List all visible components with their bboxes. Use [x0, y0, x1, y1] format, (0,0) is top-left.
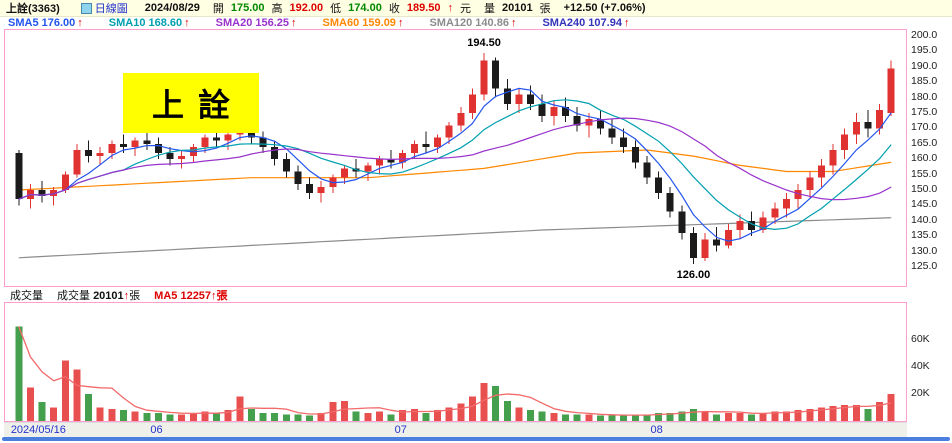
up-arrow-icon: ↑: [291, 17, 297, 29]
up-arrow-icon: ↑: [77, 17, 83, 29]
price-unit-label: 元: [459, 3, 471, 15]
up-arrow-icon: ↑: [184, 17, 190, 29]
price-tick-label: 185.0: [911, 75, 938, 88]
change-text: +12.50 (+7.06%): [563, 2, 646, 14]
sma10-line: [18, 99, 892, 231]
volume-bars: [15, 326, 895, 421]
volume-tick-label: 60K: [911, 333, 930, 345]
volume-tick-label: 40K: [911, 360, 930, 372]
candlestick-svg: 194.50 126.00: [15, 37, 895, 281]
chart-type-icon: [80, 2, 92, 14]
up-arrow-icon: ↑: [123, 289, 130, 302]
price-tick-label: 155.0: [911, 167, 938, 180]
low-value: 174.00: [348, 2, 382, 14]
price-tick-label: 200.0: [911, 29, 938, 41]
x-tick-label: 2024/05/16: [10, 424, 66, 436]
volume-tick-label: 20K: [911, 387, 930, 399]
low-label: 低: [330, 3, 342, 15]
sma10-legend: SMA10 168.60 ↑: [108, 17, 190, 29]
volume-header: 成交量 成交量 20101↑張 MA5 12257↑張: [10, 287, 228, 303]
price-chart-panel[interactable]: 194.50 126.00 上詮: [4, 29, 907, 287]
sma240-legend: SMA240 107.94 ↑: [542, 17, 630, 29]
volume-ma5-label: MA5 12257↑張: [154, 289, 228, 302]
short-sma-lines: [18, 87, 892, 242]
price-tick-label: 130.0: [911, 244, 938, 257]
price-tick-label: 145.0: [911, 198, 938, 211]
volume-value: 20101: [501, 2, 533, 14]
open-value: 175.00: [230, 2, 265, 14]
candles: [15, 52, 895, 264]
volume-panel-label: 成交量: [10, 289, 43, 302]
volume-series-label: 成交量 20101↑張: [57, 287, 140, 303]
price-tick-label: 175.0: [911, 106, 938, 118]
sma5-line: [18, 87, 892, 242]
price-tick-label: 160.0: [911, 152, 938, 165]
sma5-legend: SMA5 176.00 ↑: [8, 17, 83, 29]
price-tick-label: 190.0: [911, 59, 938, 72]
up-arrow-icon: ↑: [623, 17, 630, 29]
volume-label: 量: [483, 3, 495, 15]
long-sma-lines: [18, 149, 892, 259]
price-tick-label: 140.0: [911, 213, 938, 226]
chart-type-selector[interactable]: 日線圖: [80, 0, 128, 16]
up-arrow-icon: ↑: [397, 17, 404, 29]
high-value: 192.00: [289, 2, 324, 14]
x-tick-label: 06: [150, 424, 163, 436]
price-tick-label: 195.0: [911, 44, 938, 57]
price-tick-label: 125.0: [911, 260, 938, 272]
price-tick-label: 165.0: [911, 136, 938, 149]
up-arrow-icon: ↑: [510, 17, 517, 29]
volume-series-name: 成交量: [57, 289, 90, 302]
trough-price-label: 126.00: [677, 269, 711, 281]
sma120-line: [18, 217, 892, 259]
volume-unit-label: 張: [539, 3, 551, 15]
price-tick-label: 180.0: [911, 90, 938, 103]
volume-chart-panel[interactable]: [4, 302, 907, 422]
close-label: 收: [388, 3, 400, 15]
volume-bars-svg: [15, 326, 895, 421]
time-axis: 2024/05/16 06 07 08: [4, 422, 907, 438]
high-label: 高: [271, 3, 283, 15]
up-arrow-icon: ↑: [447, 2, 453, 14]
stock-watermark: 上詮: [123, 73, 259, 133]
price-tick-label: 135.0: [911, 229, 938, 242]
sma20-line: [18, 117, 892, 201]
sma120-legend: SMA120 140.86 ↑: [429, 17, 517, 29]
x-tick-label: 08: [650, 424, 663, 436]
x-tick-label: 07: [394, 424, 407, 436]
stock-name: 上詮(3363): [6, 3, 60, 15]
sma-legend-bar: SMA5 176.00 ↑ SMA10 168.60 ↑ SMA20 156.25 ↑ SM…: [0, 17, 952, 29]
volume-series-unit: 張: [129, 289, 141, 302]
close-value: 189.50: [406, 2, 441, 14]
horizontal-scrollbar[interactable]: [2, 437, 950, 441]
peak-price-label: 194.50: [467, 37, 501, 49]
volume-ma5-line: [18, 326, 892, 416]
date-label: 2024/08/29: [144, 2, 200, 14]
sma60-line: [18, 149, 892, 191]
price-tick-label: 170.0: [911, 121, 938, 134]
up-arrow-icon: ↑: [211, 289, 217, 302]
open-label: 開: [212, 3, 224, 15]
volume-series-value: 20101: [93, 289, 124, 302]
sma20-legend: SMA20 156.25 ↑: [215, 17, 297, 29]
chart-type-label: 日線圖: [94, 3, 128, 15]
sma60-legend: SMA60 159.09 ↑: [322, 17, 404, 29]
title-bar: 上詮(3363) 日線圖 2024/08/29 開 175.00 高 192.0…: [0, 0, 952, 17]
price-tick-label: 150.0: [911, 183, 938, 195]
